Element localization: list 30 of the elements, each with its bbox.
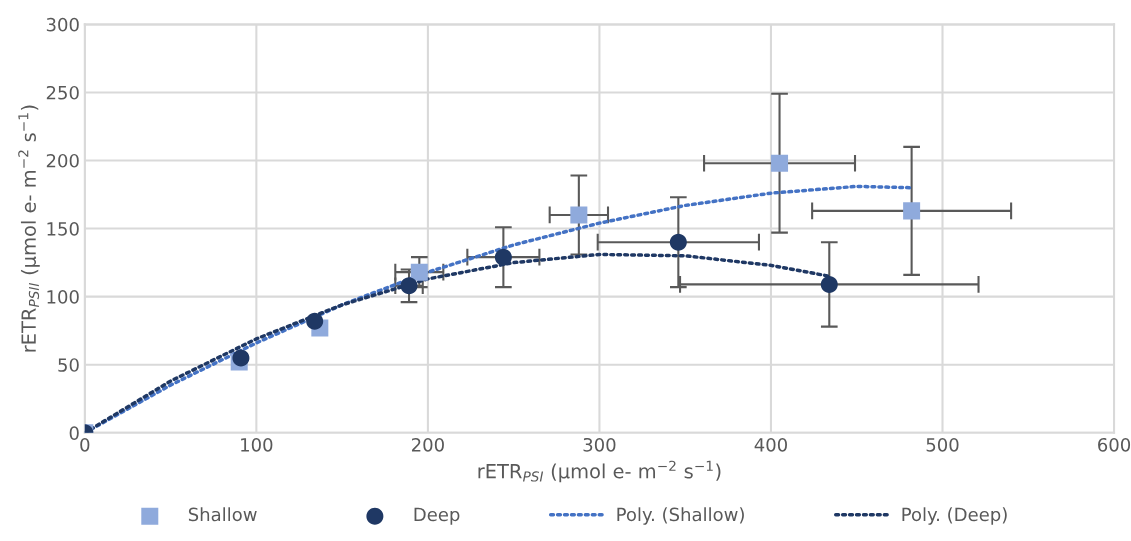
point bbox=[669, 233, 687, 251]
y-tick-label: 0 bbox=[69, 426, 79, 440]
y-tick-label: 100 bbox=[47, 290, 79, 304]
point bbox=[570, 206, 588, 224]
x-tick-label: 600 bbox=[1098, 437, 1131, 452]
point bbox=[410, 263, 428, 281]
y-tick-label: 250 bbox=[46, 85, 79, 100]
x-tick-label: 300 bbox=[583, 437, 616, 452]
point bbox=[232, 349, 250, 367]
x-tick-label: 0 bbox=[80, 437, 90, 452]
x-tick-label: 200 bbox=[411, 437, 444, 452]
y-axis-title: rETR$_{PSII}$ (µmol e- m$^{−2}$ s$^{−1}$) bbox=[18, 105, 40, 352]
point bbox=[306, 312, 324, 330]
point bbox=[903, 202, 921, 220]
x-tick-label: 100 bbox=[241, 437, 273, 452]
legend-label: Poly. (Shallow) bbox=[617, 507, 744, 525]
point bbox=[820, 275, 838, 293]
legend-label: Shallow bbox=[188, 507, 257, 522]
legend-label: Deep bbox=[414, 507, 460, 525]
y-tick-label: 200 bbox=[46, 153, 79, 168]
point bbox=[494, 248, 512, 266]
point bbox=[400, 277, 418, 295]
legend-label: Poly. (Deep) bbox=[902, 507, 1007, 525]
point bbox=[771, 154, 789, 172]
x-axis-title: rETR$_{PSI}$ (µmol e- m$^{−2}$ s$^{−1}$) bbox=[478, 460, 721, 483]
x-tick-label: 500 bbox=[926, 437, 959, 452]
y-tick-label: 50 bbox=[58, 358, 79, 372]
y-tick-label: 300 bbox=[46, 17, 79, 32]
y-tick-label: 150 bbox=[47, 222, 79, 236]
x-tick-label: 400 bbox=[754, 437, 787, 452]
